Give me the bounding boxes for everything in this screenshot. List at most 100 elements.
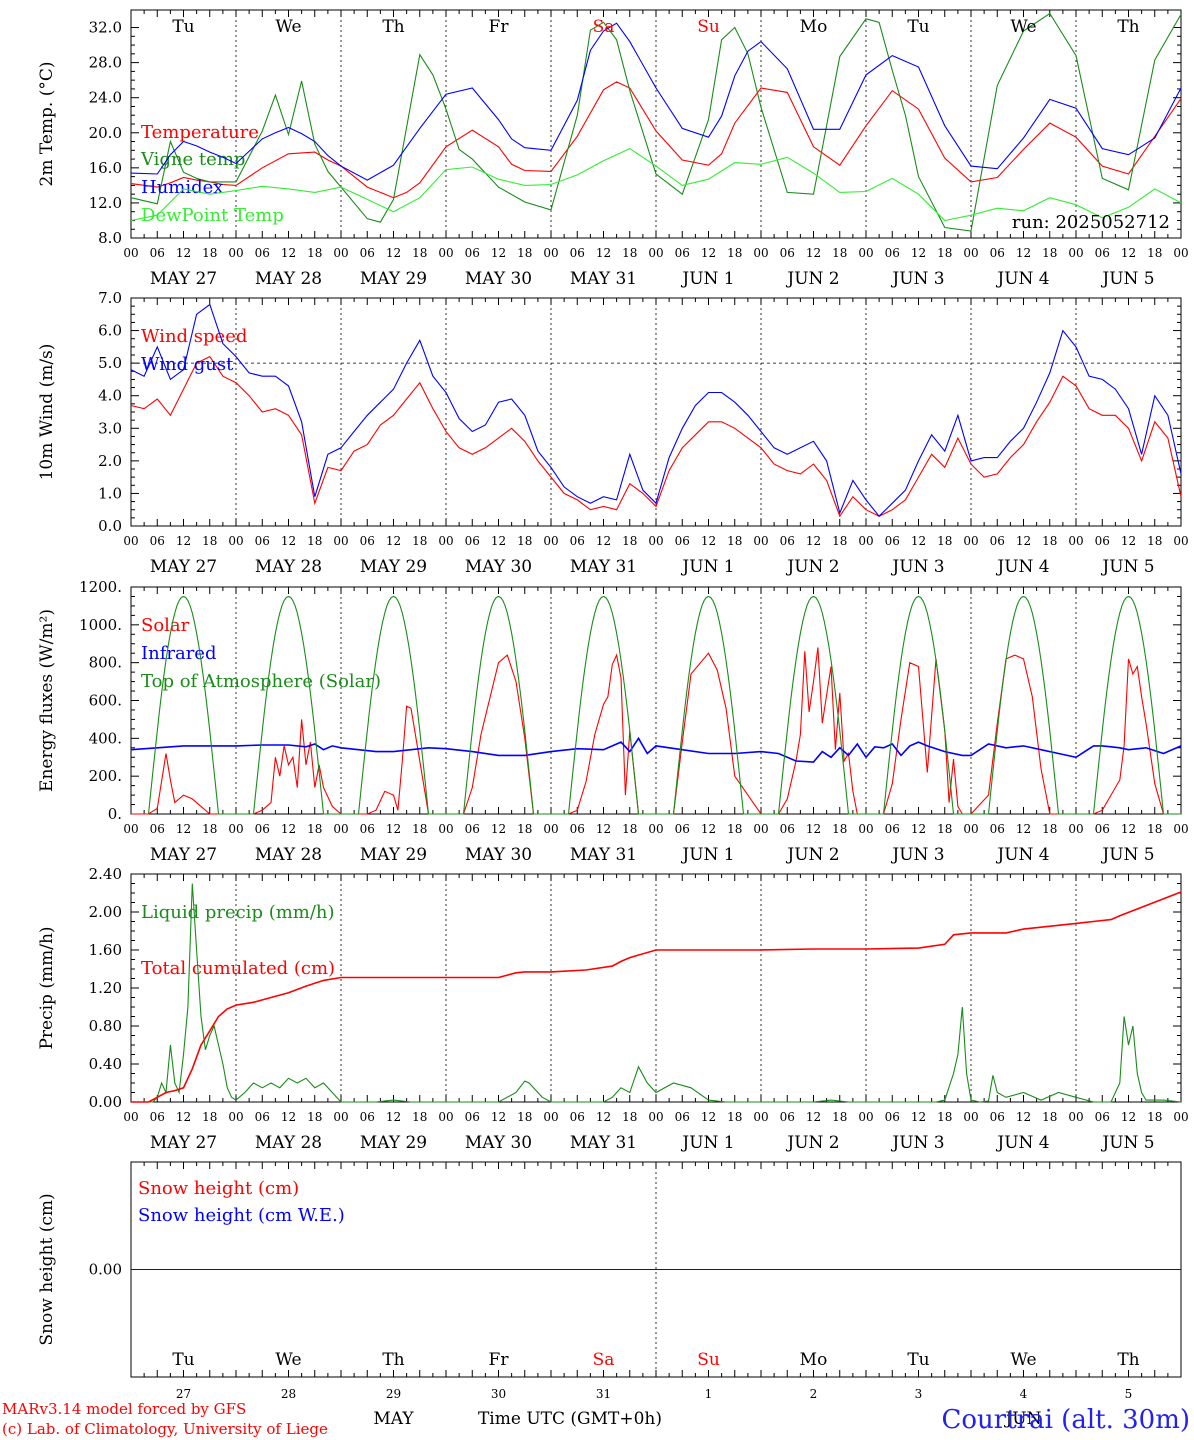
x-hour-label: 00 [1173,1110,1188,1124]
x-hour-label: 12 [911,246,926,260]
x-hour-label: 12 [806,246,821,260]
day-number: 30 [491,1387,506,1401]
x-hour-label: 12 [1121,246,1136,260]
x-hour-label: 06 [570,534,585,548]
footer-credit-model: MARv3.14 model forced by GFS [2,1400,246,1418]
x-date-label: MAY 30 [465,1133,532,1153]
x-hour-label: 06 [1095,534,1110,548]
series-dewpoint-temp [130,147,1182,222]
x-hour-label: 06 [570,246,585,260]
y-tick-label: 200. [89,767,122,785]
x-hour-label: 18 [1042,534,1057,548]
x-hour-label: 06 [360,822,375,836]
x-hour-label: 12 [911,1110,926,1124]
x-hour-label: 06 [570,822,585,836]
day-name-bottom: Tu [907,1350,929,1370]
x-hour-label: 00 [1068,1110,1083,1124]
day-name-top: Sa [593,17,615,37]
x-hour-label: 06 [990,534,1005,548]
x-date-label: MAY 27 [150,1133,217,1153]
x-hour-label: 18 [307,822,322,836]
x-date-label: MAY 29 [360,845,427,865]
x-hour-label: 06 [465,1110,480,1124]
x-hour-label: 06 [780,1110,795,1124]
series-wind-speed [130,355,1182,518]
series-liquid-precip-mm-h- [131,883,1182,1103]
x-hour-label: 06 [150,534,165,548]
day-name-bottom: Mo [800,1350,828,1370]
x-hour-label: 12 [491,822,506,836]
x-hour-label: 00 [228,246,243,260]
x-hour-label: 12 [1121,822,1136,836]
x-hour-label: 00 [858,822,873,836]
legend-entry: DewPoint Temp [141,205,284,226]
x-hour-label: 00 [753,822,768,836]
x-hour-label: 18 [307,246,322,260]
y-tick-label: 0.40 [89,1055,122,1073]
x-hour-label: 18 [1042,822,1057,836]
y-axis-label: 10m Wind (m/s) [37,344,57,481]
x-date-label: JUN 1 [680,269,734,289]
x-hour-label: 12 [281,246,296,260]
plot-frame [130,586,1182,815]
x-hour-label: 00 [963,534,978,548]
x-hour-label: 00 [1173,246,1188,260]
x-date-label: MAY 27 [150,269,217,289]
x-hour-label: 00 [1173,534,1188,548]
x-hour-label: 06 [570,1110,585,1124]
x-hour-label: 12 [806,534,821,548]
x-hour-label: 06 [1095,246,1110,260]
legend-entry: Total cumulated (cm) [141,958,335,979]
legend-entry: Snow height (cm W.E.) [138,1205,345,1226]
x-hour-label: 18 [1147,1110,1162,1124]
x-hour-label: 00 [543,246,558,260]
x-date-label: JUN 4 [995,845,1049,865]
x-hour-label: 12 [386,822,401,836]
panel-energy: 0. 200. 400. 600. 800. 1000. 1200. Energy fluxe… [37,578,1189,865]
x-hour-label: 18 [202,534,217,548]
y-tick-label: 1200. [79,578,122,596]
x-hour-label: 00 [438,1110,453,1124]
x-hour-label: 00 [333,822,348,836]
day-name-bottom: Su [697,1350,720,1370]
y-tick-label: 1.20 [89,979,122,997]
x-hour-label: 12 [176,1110,191,1124]
x-hour-label: 06 [990,822,1005,836]
y-tick-label: 7.0 [98,289,122,307]
x-hour-label: 18 [622,246,637,260]
x-hour-label: 00 [648,1110,663,1124]
x-date-label: MAY 31 [570,269,637,289]
x-hour-label: 00 [543,534,558,548]
y-tick-label: 20.0 [89,124,122,142]
x-hour-label: 18 [517,534,532,548]
y-tick-label: 2.00 [89,903,122,921]
y-tick-label: 1.0 [98,484,122,502]
x-hour-label: 12 [1016,534,1031,548]
x-hour-label: 12 [386,1110,401,1124]
x-hour-label: 12 [806,1110,821,1124]
panel-snow: 0.00 Snow height (cm) Snow height (cm) Snow… [37,1161,1182,1378]
x-hour-label: 18 [622,534,637,548]
day-name-top: Tu [907,17,929,37]
day-name-bottom: Tu [172,1350,194,1370]
x-hour-label: 18 [1147,822,1162,836]
x-hour-label: 00 [543,1110,558,1124]
plot-frame [130,9,1182,239]
day-name-top: Th [1117,17,1139,37]
x-hour-label: 12 [806,822,821,836]
x-hour-label: 06 [360,534,375,548]
x-hour-label: 12 [386,534,401,548]
x-hour-label: 12 [176,246,191,260]
y-tick-label: 16.0 [89,159,122,177]
x-date-label: MAY 27 [150,845,217,865]
x-date-label: JUN 3 [890,845,944,865]
legend-entry: Top of Atmosphere (Solar) [141,671,381,692]
x-hour-label: 06 [675,1110,690,1124]
x-hour-label: 12 [491,534,506,548]
x-hour-label: 12 [911,534,926,548]
panel-temp: 8.0 12.0 16.0 20.0 24.0 28.0 32.0 2m Temp. (°C)… [37,9,1189,289]
x-hour-label: 00 [333,534,348,548]
x-hour-label: 18 [832,1110,847,1124]
x-hour-label: 00 [753,1110,768,1124]
x-hour-label: 00 [753,246,768,260]
